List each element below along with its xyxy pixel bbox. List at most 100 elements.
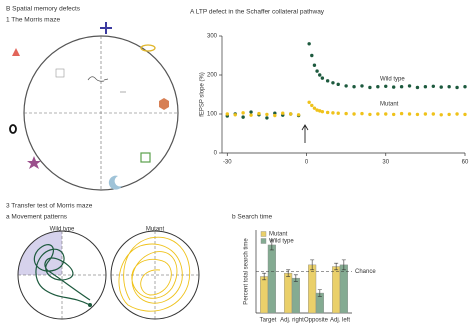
error-bar [334,262,339,271]
data-point [296,113,301,117]
cue-moon [108,175,122,190]
series-label: Mutant [380,102,399,108]
data-point [391,112,396,117]
cue-triangle [12,48,20,56]
bar [284,272,293,314]
data-point [336,82,340,87]
data-point [344,111,348,116]
x-tick-label: 0 [305,160,309,166]
maze-label: Wild type [50,227,75,233]
panel-title: A LTP defect in the Schaffer collateral … [190,9,325,16]
data-point [423,112,428,116]
data-point [384,84,388,89]
data-point [273,111,277,115]
cue-square [140,152,151,163]
legend-label: Wild type [269,239,294,245]
morris-maze [9,22,179,191]
data-point [431,84,436,89]
data-point [447,85,451,89]
data-point [399,85,404,89]
data-point [273,113,277,118]
bar [291,277,300,314]
data-point [447,112,451,117]
data-point [307,100,311,105]
x-tick-label: -30 [223,160,232,166]
stimulus-arrow [301,124,309,143]
data-point [391,85,396,89]
bar [332,266,341,314]
y-axis-label: Percent total search time [244,238,250,305]
data-point [415,85,420,90]
cue-star [27,156,41,169]
movement-patterns [17,230,200,320]
start-point [88,303,92,307]
series-label: Wild type [380,77,405,83]
data-point [325,110,330,115]
y-axis-label: fEPSP slope (%) [200,72,206,117]
data-point [415,112,420,117]
x-tick-label: Target [260,318,277,324]
data-point [455,112,459,116]
data-point [399,111,404,116]
data-point [376,85,380,89]
data-point [360,111,364,116]
error-bar [286,269,291,277]
y-tick-label: 300 [207,34,218,40]
x-tick-label: 30 [382,160,389,166]
mouse [87,76,109,82]
data-point [455,85,459,90]
data-point [331,81,335,85]
data-point [360,84,364,88]
data-point [318,73,322,77]
data-point [249,113,253,117]
reference-label: Chance [355,269,376,275]
data-point [407,112,412,116]
y-tick-label: 200 [207,73,218,79]
legend-label: Mutant [269,232,288,238]
swim-path [33,244,91,306]
data-point [439,113,443,117]
data-point [376,112,380,116]
error-bar [293,274,298,282]
data-point [423,85,428,89]
data-point [310,53,314,58]
data-point [310,103,314,108]
x-tick-label: Adj. right [280,318,304,324]
legend-swatch [260,238,267,244]
data-point [320,109,325,114]
cue-ring [9,124,17,134]
data-point [352,85,356,89]
data-point [318,109,322,113]
data-point [368,112,372,117]
data-point [463,85,467,89]
error-bar [269,239,274,251]
data-point [431,112,436,116]
cue-hexagon [159,98,169,110]
data-point [249,110,253,114]
panel-subtitle: b Search time [232,214,272,221]
data-point [241,115,245,119]
data-point [315,108,319,112]
data-point [352,112,356,116]
data-point [315,69,319,73]
data-point [312,63,317,67]
swim-path [118,236,191,312]
target-quadrant [18,231,62,275]
bar [308,264,317,314]
data-point [265,112,269,117]
x-tick-label: 60 [462,160,469,166]
cue-ellipse [140,44,156,52]
platform [55,68,65,78]
cue-cross [100,22,112,34]
data-point [257,111,261,116]
data-point [331,111,335,115]
panel-subtitle: a Movement patterns [6,214,68,221]
y-tick-label: 100 [207,112,218,118]
bar [267,244,276,314]
data-point [320,76,325,80]
maze-label: Mutant [146,227,165,233]
data-point [407,84,412,88]
x-tick-label: Opposite [304,318,329,324]
